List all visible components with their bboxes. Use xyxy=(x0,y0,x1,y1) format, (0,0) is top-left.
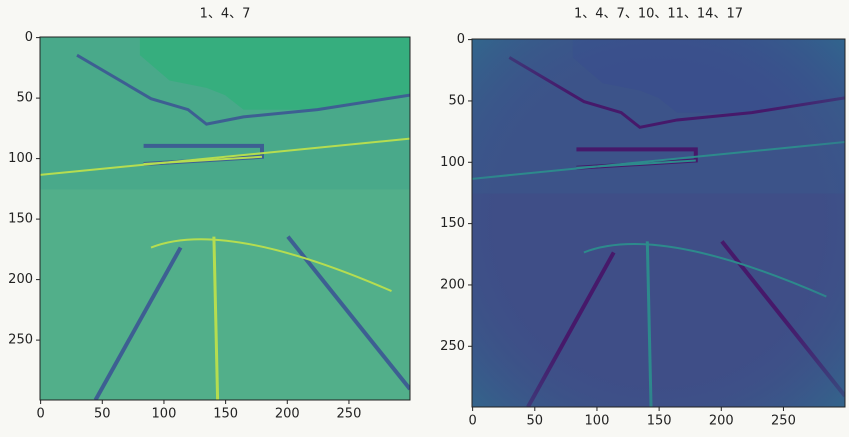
y-tick-label: 50 xyxy=(16,91,33,106)
x-tick-label: 50 xyxy=(94,407,111,422)
image-sky xyxy=(139,37,410,110)
y-tick-label: 50 xyxy=(448,93,465,108)
x-tick-label: 0 xyxy=(468,414,476,429)
image xyxy=(472,39,845,407)
image-edge xyxy=(76,53,410,126)
chart-title: 1、4、7 xyxy=(200,7,251,22)
y-tick-label: 100 xyxy=(8,151,33,166)
y-tick-label: 0 xyxy=(457,32,465,47)
x-tick-label: 250 xyxy=(771,414,796,429)
image-edge xyxy=(40,137,410,176)
image xyxy=(40,37,410,400)
y-tick-label: 250 xyxy=(440,339,465,354)
x-tick-label: 100 xyxy=(152,407,177,422)
y-tick-label: 150 xyxy=(8,212,33,227)
image-lane xyxy=(286,235,410,391)
y-tick-label: 200 xyxy=(440,277,465,292)
x-tick-label: 0 xyxy=(36,407,44,422)
y-tick-label: 150 xyxy=(440,216,465,231)
y-tick-label: 200 xyxy=(8,272,33,287)
x-tick-label: 150 xyxy=(647,414,672,429)
x-tick-label: 200 xyxy=(709,414,734,429)
x-tick-label: 250 xyxy=(337,407,362,422)
image-lane xyxy=(212,236,220,400)
axes-frame xyxy=(39,36,411,401)
y-tick-label: 0 xyxy=(25,30,33,45)
image-road xyxy=(40,189,410,400)
image-vignette xyxy=(472,39,845,407)
x-tick-label: 50 xyxy=(527,414,544,429)
y-tick-label: 250 xyxy=(8,333,33,348)
y-tick-label: 100 xyxy=(440,155,465,170)
x-tick-label: 150 xyxy=(213,407,238,422)
chart-title: 1、4、7、10、11、14、17 xyxy=(574,7,743,22)
x-tick-label: 100 xyxy=(585,414,610,429)
axes-frame xyxy=(471,38,846,408)
x-tick-label: 200 xyxy=(275,407,300,422)
image-curve xyxy=(150,238,392,293)
image-lane xyxy=(93,246,183,400)
